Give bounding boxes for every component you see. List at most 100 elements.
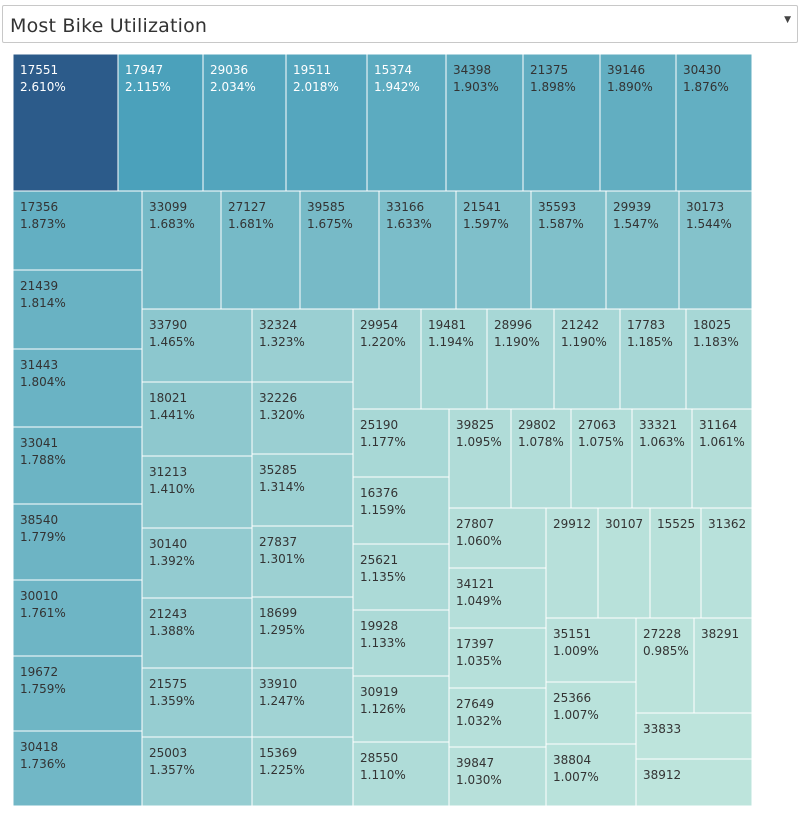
treemap-tile-rect[interactable]	[12, 730, 143, 807]
treemap-tile[interactable]: 29939 1.547%	[605, 190, 680, 310]
treemap-tile-rect[interactable]	[553, 308, 621, 410]
treemap-tile[interactable]: 29036 2.034%	[202, 53, 287, 192]
treemap-tile[interactable]: 33166 1.633%	[378, 190, 457, 310]
treemap-tile[interactable]: 19672 1.759%	[12, 655, 143, 732]
treemap-tile[interactable]: 28996 1.190%	[486, 308, 555, 410]
treemap-tile[interactable]: 33910 1.247%	[251, 667, 354, 738]
treemap-tile-rect[interactable]	[251, 667, 354, 738]
treemap-tile-rect[interactable]	[366, 53, 447, 192]
treemap-tile[interactable]: 18025 1.183%	[685, 308, 753, 410]
treemap-tile-rect[interactable]	[251, 736, 354, 807]
treemap-tile-rect[interactable]	[12, 426, 143, 505]
treemap-tile[interactable]: 30140 1.392%	[141, 527, 253, 599]
treemap-tile[interactable]: 33833	[635, 712, 753, 760]
treemap-tile-rect[interactable]	[378, 190, 457, 310]
treemap-tile[interactable]: 30430 1.876%	[675, 53, 753, 192]
treemap-tile-rect[interactable]	[12, 190, 143, 271]
treemap-tile[interactable]: 21541 1.597%	[455, 190, 532, 310]
treemap-tile[interactable]: 29802 1.078%	[510, 408, 572, 509]
treemap-tile-rect[interactable]	[545, 507, 599, 619]
treemap-tile[interactable]: 25003 1.357%	[141, 736, 253, 807]
treemap-tile[interactable]: 17783 1.185%	[619, 308, 687, 410]
treemap-tile[interactable]: 32324 1.323%	[251, 308, 354, 383]
treemap-tile-rect[interactable]	[678, 190, 753, 310]
treemap-tile-rect[interactable]	[649, 507, 702, 619]
treemap-tile-rect[interactable]	[545, 681, 637, 745]
treemap-tile-rect[interactable]	[545, 617, 637, 683]
treemap-tile-rect[interactable]	[420, 308, 488, 410]
treemap-tile[interactable]: 27063 1.075%	[570, 408, 633, 509]
treemap-tile-rect[interactable]	[352, 609, 450, 677]
treemap-tile[interactable]: 27649 1.032%	[448, 687, 547, 748]
treemap-tile-rect[interactable]	[455, 190, 532, 310]
treemap-tile[interactable]: 39146 1.890%	[599, 53, 677, 192]
treemap-tile-rect[interactable]	[445, 53, 524, 192]
treemap-tile[interactable]: 30173 1.544%	[678, 190, 753, 310]
treemap-tile-rect[interactable]	[675, 53, 753, 192]
treemap-tile-rect[interactable]	[141, 455, 253, 529]
treemap-tile[interactable]: 30107	[597, 507, 651, 619]
treemap-tile[interactable]: 18021 1.441%	[141, 381, 253, 457]
treemap-tile[interactable]: 38540 1.779%	[12, 503, 143, 581]
treemap-tile-rect[interactable]	[635, 712, 753, 760]
treemap-tile-rect[interactable]	[635, 758, 753, 807]
treemap-tile-rect[interactable]	[251, 381, 354, 455]
treemap-tile-rect[interactable]	[12, 269, 143, 350]
treemap-tile[interactable]: 21575 1.359%	[141, 667, 253, 738]
treemap-tile-rect[interactable]	[202, 53, 287, 192]
treemap-tile[interactable]: 21242 1.190%	[553, 308, 621, 410]
treemap-tile-rect[interactable]	[12, 53, 119, 192]
treemap-tile[interactable]: 38804 1.007%	[545, 743, 637, 807]
treemap-tile[interactable]: 17551 2.610%	[12, 53, 119, 192]
treemap-tile[interactable]: 30418 1.736%	[12, 730, 143, 807]
treemap-tile-rect[interactable]	[352, 675, 450, 743]
treemap-tile-rect[interactable]	[141, 527, 253, 599]
treemap-tile[interactable]: 17947 2.115%	[117, 53, 204, 192]
treemap-tile[interactable]: 21243 1.388%	[141, 597, 253, 669]
treemap-tile[interactable]: 33099 1.683%	[141, 190, 222, 310]
treemap-tile[interactable]: 25621 1.135%	[352, 543, 450, 611]
treemap-tile[interactable]: 21439 1.814%	[12, 269, 143, 350]
treemap-tile[interactable]: 30010 1.761%	[12, 579, 143, 657]
treemap-tile[interactable]: 29954 1.220%	[352, 308, 422, 410]
treemap-tile[interactable]: 33321 1.063%	[631, 408, 693, 509]
treemap-tile-rect[interactable]	[352, 476, 450, 545]
treemap-tile-rect[interactable]	[631, 408, 693, 509]
treemap-tile[interactable]: 30919 1.126%	[352, 675, 450, 743]
treemap-tile-rect[interactable]	[352, 308, 422, 410]
treemap-tile[interactable]: 19928 1.133%	[352, 609, 450, 677]
treemap-tile[interactable]: 38912	[635, 758, 753, 807]
treemap-tile[interactable]: 29912	[545, 507, 599, 619]
treemap-tile[interactable]: 15525	[649, 507, 702, 619]
treemap-tile[interactable]: 34121 1.049%	[448, 567, 547, 629]
bike-filter-dropdown[interactable]: Most Bike Utilization ▼	[2, 5, 798, 43]
treemap-tile-rect[interactable]	[685, 308, 753, 410]
treemap-tile[interactable]: 38291	[693, 617, 753, 714]
treemap-tile[interactable]: 27127 1.681%	[220, 190, 301, 310]
treemap-tile-rect[interactable]	[299, 190, 380, 310]
treemap-tile[interactable]: 25190 1.177%	[352, 408, 450, 478]
treemap-tile-rect[interactable]	[141, 308, 253, 383]
treemap-tile-rect[interactable]	[448, 408, 512, 509]
treemap-tile[interactable]: 27807 1.060%	[448, 507, 547, 569]
treemap-tile[interactable]: 35593 1.587%	[530, 190, 607, 310]
treemap-tile[interactable]: 31164 1.061%	[691, 408, 753, 509]
treemap-tile[interactable]: 19481 1.194%	[420, 308, 488, 410]
treemap-tile-rect[interactable]	[700, 507, 753, 619]
treemap-tile[interactable]: 31443 1.804%	[12, 348, 143, 428]
treemap-tile[interactable]: 34398 1.903%	[445, 53, 524, 192]
treemap-tile-rect[interactable]	[220, 190, 301, 310]
treemap-tile-rect[interactable]	[12, 579, 143, 657]
treemap-tile-rect[interactable]	[597, 507, 651, 619]
treemap-tile[interactable]: 39585 1.675%	[299, 190, 380, 310]
treemap-tile[interactable]: 21375 1.898%	[522, 53, 601, 192]
treemap-tile[interactable]: 39825 1.095%	[448, 408, 512, 509]
treemap-tile[interactable]: 19511 2.018%	[285, 53, 368, 192]
treemap-tile-rect[interactable]	[448, 687, 547, 748]
treemap-tile[interactable]: 17397 1.035%	[448, 627, 547, 689]
treemap-tile-rect[interactable]	[448, 627, 547, 689]
treemap-tile-rect[interactable]	[117, 53, 204, 192]
treemap-tile-rect[interactable]	[12, 655, 143, 732]
treemap-tile-rect[interactable]	[530, 190, 607, 310]
treemap-tile[interactable]: 39847 1.030%	[448, 746, 547, 807]
